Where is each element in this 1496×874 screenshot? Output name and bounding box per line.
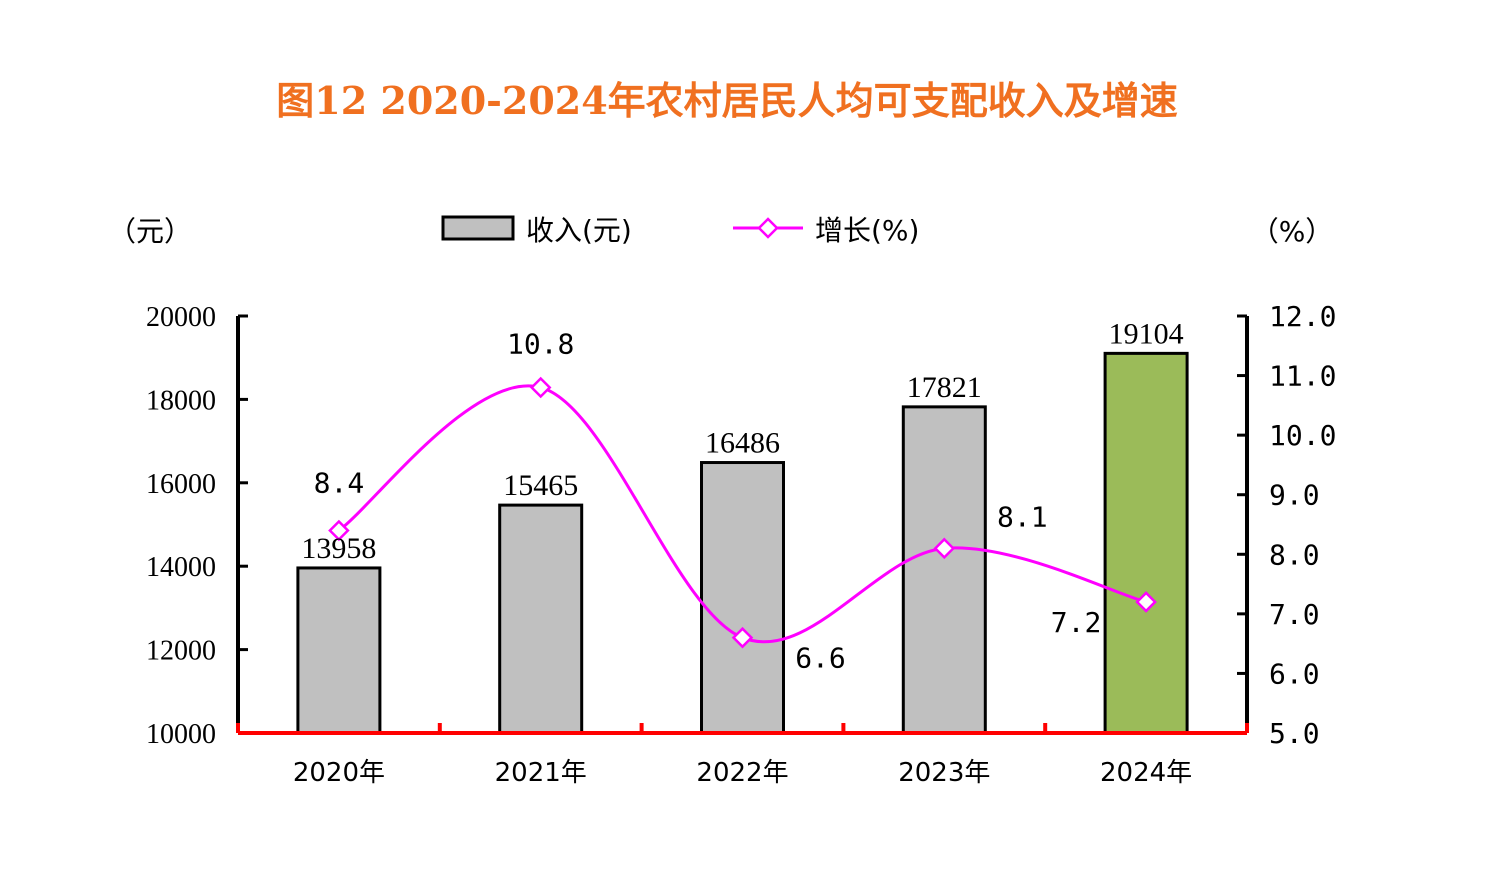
growth-point	[328, 519, 350, 542]
right-tick-label: 6.0	[1269, 657, 1320, 690]
x-category-label: 2022年	[696, 758, 788, 788]
growth-value-label: 6.6	[795, 642, 846, 675]
income-value-label: 19104	[1109, 317, 1184, 350]
x-category-label: 2024年	[1100, 758, 1192, 788]
growth-line-path	[338, 384, 1147, 644]
growth-value-label: 10.8	[507, 327, 574, 360]
right-tick-label: 7.0	[1269, 598, 1320, 631]
left-tick-label: 14000	[146, 552, 216, 583]
income-bar	[498, 503, 584, 735]
income-value-label: 17821	[907, 371, 982, 404]
right-axis-unit: （%）	[1251, 215, 1334, 248]
right-tick-label: 9.0	[1269, 479, 1320, 512]
income-bar	[296, 566, 382, 735]
legend-bar-label: 收入(元)	[526, 214, 632, 247]
growth-line	[328, 376, 1157, 649]
legend: 收入(元) 增长(%)	[441, 214, 919, 247]
x-category-label: 2021年	[495, 758, 587, 788]
income-bar	[700, 461, 785, 735]
left-tick-label: 18000	[146, 385, 216, 416]
right-tick-label: 12.0	[1269, 300, 1336, 333]
income-bar	[1103, 351, 1189, 735]
left-tick-label: 10000	[146, 719, 216, 750]
right-tick-label: 10.0	[1269, 419, 1336, 452]
x-axis: 2020年 2021年 2022年 2023年 2024年	[236, 723, 1249, 788]
right-tick-label: 11.0	[1269, 360, 1336, 393]
income-value-label: 16486	[705, 427, 780, 460]
left-tick-label: 20000	[146, 302, 216, 333]
income-value-label: 15465	[503, 469, 578, 502]
x-category-label: 2020年	[293, 758, 385, 788]
growth-value-label: 7.2	[1051, 606, 1102, 639]
left-tick-label: 16000	[146, 469, 216, 500]
growth-point	[529, 376, 552, 399]
growth-point	[1135, 591, 1157, 613]
legend-line-marker	[757, 217, 779, 239]
axes: 20000 18000 16000 14000 12000 10000 12.0 11.0 10…	[146, 300, 1336, 750]
income-value-label: 13958	[301, 532, 376, 565]
growth-point	[933, 537, 956, 560]
legend-bar-swatch	[441, 215, 515, 241]
legend-line-label: 增长(%)	[815, 214, 919, 247]
bars	[296, 351, 1189, 735]
right-tick-label: 8.0	[1269, 538, 1320, 571]
left-axis-unit: （元）	[108, 215, 192, 248]
growth-value-label: 8.1	[997, 500, 1048, 533]
right-tick-label: 5.0	[1269, 717, 1320, 750]
x-category-label: 2023年	[898, 758, 990, 788]
data-labels: 13958 15465 16486 17821 19104 8.4 10.8 6.6 8.1 7.…	[301, 317, 1183, 674]
income-bar	[901, 405, 987, 735]
chart-title: 图12 2020-2024年农村居民人均可支配收入及增速	[276, 78, 1177, 123]
left-tick-label: 12000	[146, 636, 216, 667]
growth-point	[731, 626, 754, 649]
growth-value-label: 8.4	[314, 466, 365, 499]
